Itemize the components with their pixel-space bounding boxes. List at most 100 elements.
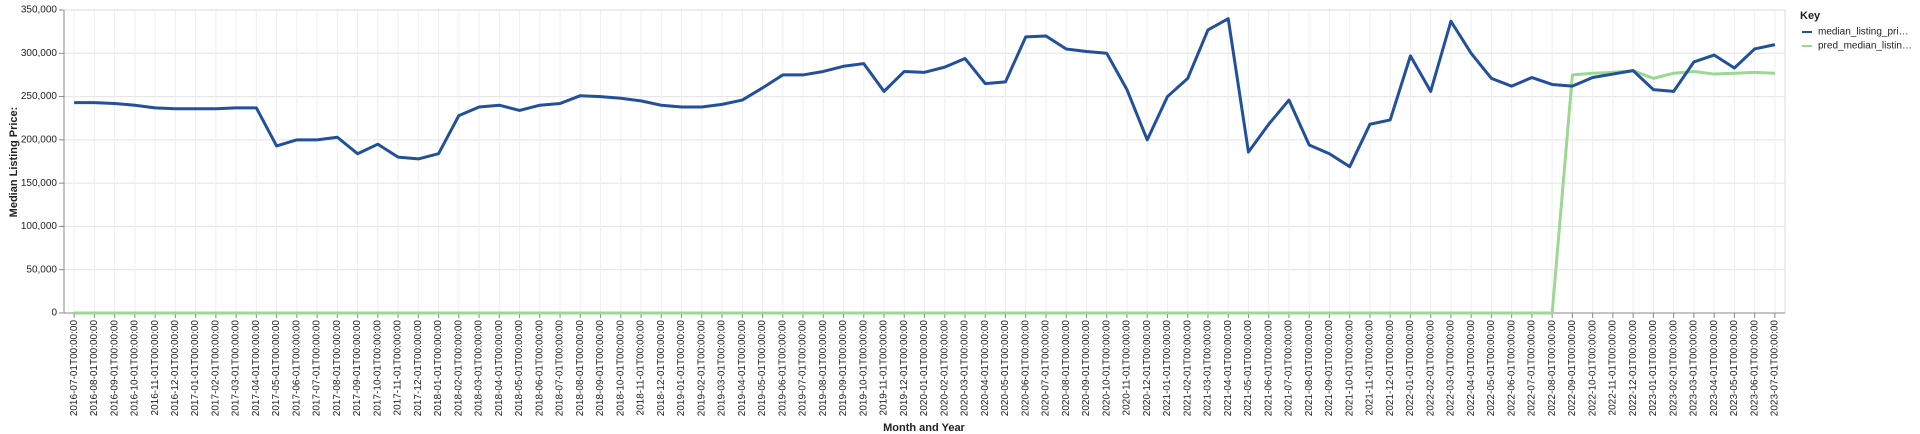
- y-axis-title: Median Listing Price:: [8, 107, 20, 218]
- y-tick-label: 250,000: [21, 91, 58, 102]
- x-tick-label: 2018-01-01T00:00:00: [433, 320, 444, 417]
- x-tick-label: 2022-12-01T00:00:00: [1628, 320, 1639, 417]
- x-tick-label: 2017-07-01T00:00:00: [312, 320, 323, 417]
- x-tick-label: 2017-12-01T00:00:00: [413, 320, 424, 417]
- x-tick-label: 2019-11-01T00:00:00: [879, 320, 890, 416]
- x-tick-label: 2019-03-01T00:00:00: [717, 320, 728, 417]
- x-tick-label: 2022-05-01T00:00:00: [1486, 320, 1497, 417]
- x-tick-label: 2022-03-01T00:00:00: [1446, 320, 1457, 417]
- x-tick-label: 2016-09-01T00:00:00: [109, 320, 120, 417]
- x-tick-label: 2020-02-01T00:00:00: [939, 320, 950, 417]
- x-tick-label: 2018-11-01T00:00:00: [636, 320, 647, 416]
- x-tick-label: 2021-02-01T00:00:00: [1182, 320, 1193, 417]
- x-tick-label: 2016-08-01T00:00:00: [89, 320, 100, 417]
- x-tick-label: 2020-07-01T00:00:00: [1041, 320, 1052, 417]
- x-tick-label: 2019-09-01T00:00:00: [838, 320, 849, 417]
- line-series: [74, 17, 1776, 169]
- x-tick-label: 2020-06-01T00:00:00: [1020, 320, 1031, 417]
- x-tick-label: 2018-08-01T00:00:00: [575, 320, 586, 417]
- x-tick-label: 2021-11-01T00:00:00: [1365, 320, 1376, 416]
- x-tick-label: 2019-05-01T00:00:00: [757, 320, 768, 417]
- y-tick-label: 350,000: [21, 5, 58, 16]
- x-tick-label: 2020-12-01T00:00:00: [1142, 320, 1153, 417]
- x-tick-label: 2017-09-01T00:00:00: [352, 320, 363, 417]
- x-tick-label: 2022-02-01T00:00:00: [1425, 320, 1436, 417]
- y-tick-label: 300,000: [21, 48, 58, 59]
- x-tick-label: 2021-12-01T00:00:00: [1385, 320, 1396, 417]
- y-tick-label: 50,000: [26, 264, 57, 275]
- x-tick-label: 2022-09-01T00:00:00: [1567, 320, 1578, 417]
- x-tick-label: 2017-01-01T00:00:00: [190, 320, 201, 417]
- y-tick-label: 150,000: [21, 178, 58, 189]
- x-tick-label: 2021-01-01T00:00:00: [1162, 320, 1173, 417]
- x-tick-label: 2020-10-01T00:00:00: [1101, 320, 1112, 417]
- x-tick-label: 2021-10-01T00:00:00: [1344, 320, 1355, 417]
- x-tick-label: 2019-10-01T00:00:00: [858, 320, 869, 417]
- x-tick-label: 2023-04-01T00:00:00: [1709, 320, 1720, 417]
- x-tick-label: 2023-01-01T00:00:00: [1648, 320, 1659, 417]
- x-tick-label: 2021-03-01T00:00:00: [1203, 320, 1214, 417]
- x-tick-label: 2018-09-01T00:00:00: [595, 320, 606, 417]
- x-tick-label: 2018-12-01T00:00:00: [656, 320, 667, 417]
- x-tick-label: 2020-04-01T00:00:00: [980, 320, 991, 417]
- x-tick-label: 2017-10-01T00:00:00: [372, 320, 383, 417]
- x-tick-label: 2021-07-01T00:00:00: [1284, 320, 1295, 417]
- x-tick-label: 2016-12-01T00:00:00: [170, 320, 181, 417]
- x-tick-label: 2017-08-01T00:00:00: [332, 320, 343, 417]
- x-tick-label: 2023-06-01T00:00:00: [1749, 320, 1760, 417]
- x-tick-label: 2020-05-01T00:00:00: [1000, 320, 1011, 417]
- x-tick-label: 2022-08-01T00:00:00: [1547, 320, 1558, 417]
- x-tick-label: 2017-03-01T00:00:00: [231, 320, 242, 417]
- x-tick-label: 2019-12-01T00:00:00: [899, 320, 910, 417]
- x-tick-label: 2020-09-01T00:00:00: [1081, 320, 1092, 417]
- x-tick-label: 2019-06-01T00:00:00: [777, 320, 788, 417]
- x-tick-label: 2020-08-01T00:00:00: [1061, 320, 1072, 417]
- x-tick-label: 2023-02-01T00:00:00: [1668, 320, 1679, 417]
- x-tick-label: 2019-02-01T00:00:00: [696, 320, 707, 417]
- x-tick-label: 2019-04-01T00:00:00: [737, 320, 748, 417]
- x-tick-label: 2017-05-01T00:00:00: [271, 320, 282, 417]
- legend-title: Key: [1800, 10, 1821, 22]
- x-tick-label: 2020-03-01T00:00:00: [960, 320, 971, 417]
- x-tick-label: 2018-10-01T00:00:00: [615, 320, 626, 417]
- x-tick-label: 2019-08-01T00:00:00: [818, 320, 829, 417]
- y-tick-label: 200,000: [21, 134, 58, 145]
- x-tick-label: 2019-07-01T00:00:00: [798, 320, 809, 417]
- x-tick-label: 2017-11-01T00:00:00: [393, 320, 404, 416]
- x-tick-label: 2020-01-01T00:00:00: [919, 320, 930, 417]
- x-tick-label: 2023-07-01T00:00:00: [1770, 320, 1781, 417]
- x-axis-title: Month and Year: [883, 422, 965, 434]
- legend-label: median_listing_pri…: [1818, 27, 1909, 38]
- x-tick-label: 2022-07-01T00:00:00: [1527, 320, 1538, 417]
- x-tick-label: 2017-02-01T00:00:00: [210, 320, 221, 417]
- x-tick-label: 2023-05-01T00:00:00: [1729, 320, 1740, 417]
- x-tick-label: 2022-06-01T00:00:00: [1506, 320, 1517, 417]
- x-tick-label: 2018-02-01T00:00:00: [453, 320, 464, 417]
- x-tick-label: 2016-07-01T00:00:00: [69, 320, 80, 417]
- x-tick-label: 2021-08-01T00:00:00: [1304, 320, 1315, 417]
- x-tick-label: 2023-03-01T00:00:00: [1689, 320, 1700, 417]
- x-tick-label: 2018-06-01T00:00:00: [534, 320, 545, 417]
- legend-label: pred_median_listin…: [1818, 41, 1912, 52]
- x-tick-label: 2018-03-01T00:00:00: [474, 320, 485, 417]
- x-tick-label: 2021-05-01T00:00:00: [1243, 320, 1254, 417]
- line-series: [74, 69, 1775, 315]
- x-tick-label: 2018-04-01T00:00:00: [494, 320, 505, 417]
- x-tick-label: 2022-11-01T00:00:00: [1608, 320, 1619, 416]
- x-tick-label: 2021-09-01T00:00:00: [1324, 320, 1335, 417]
- x-tick-label: 2021-06-01T00:00:00: [1263, 320, 1274, 417]
- x-tick-label: 2017-06-01T00:00:00: [291, 320, 302, 417]
- x-tick-label: 2022-01-01T00:00:00: [1405, 320, 1416, 417]
- x-tick-label: 2017-04-01T00:00:00: [251, 320, 262, 417]
- x-tick-label: 2021-04-01T00:00:00: [1223, 320, 1234, 417]
- x-tick-label: 2018-05-01T00:00:00: [514, 320, 525, 417]
- x-tick-label: 2019-01-01T00:00:00: [676, 320, 687, 417]
- x-tick-label: 2016-10-01T00:00:00: [130, 320, 141, 417]
- y-tick-label: 0: [51, 308, 57, 319]
- y-tick-label: 100,000: [21, 221, 58, 232]
- x-tick-label: 2016-11-01T00:00:00: [150, 320, 161, 416]
- x-tick-label: 2022-10-01T00:00:00: [1587, 320, 1598, 417]
- x-tick-label: 2018-07-01T00:00:00: [555, 320, 566, 417]
